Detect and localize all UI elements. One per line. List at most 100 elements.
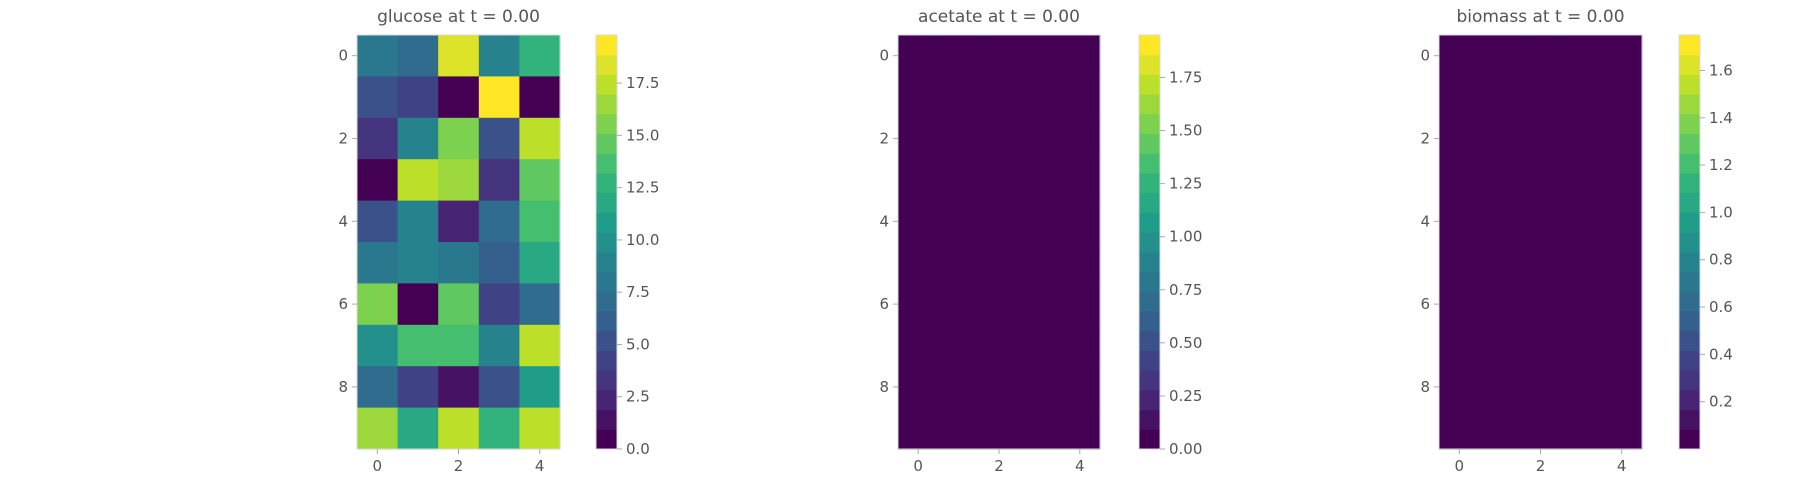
- colorbar-segment: [1139, 212, 1160, 233]
- heatmap-cell: [397, 76, 439, 119]
- colorbar-segment: [1139, 389, 1160, 411]
- heatmap-cell: [397, 366, 439, 409]
- colorbar-frame: [1138, 34, 1161, 450]
- heatmap-cell: [1439, 117, 1481, 160]
- heatmap-cell: [938, 76, 980, 119]
- colorbar-segment: [1679, 192, 1700, 213]
- heatmap-cell: [1479, 117, 1521, 160]
- colorbar-segment: [1679, 54, 1700, 75]
- colorbar-tick-label: 1.4: [1709, 109, 1733, 127]
- colorbar-segment: [1679, 94, 1700, 115]
- heatmap-cell: [1479, 35, 1521, 77]
- heatmap-cell: [978, 283, 1020, 326]
- y-tick-label: 4: [338, 212, 348, 230]
- colorbar-segment: [1139, 311, 1160, 332]
- colorbar-tick-label: 1.75: [1169, 68, 1202, 86]
- y-tick-label: 0: [338, 47, 348, 65]
- colorbar-tick-label: 17.5: [626, 74, 659, 92]
- heatmap-cells: [1439, 35, 1643, 450]
- heatmap-cell: [1560, 76, 1602, 119]
- heatmap-cells: [898, 35, 1101, 450]
- colorbar-tick-label: 0.25: [1169, 387, 1202, 405]
- heatmap-cell: [397, 283, 439, 326]
- colorbar-tick-label: 1.00: [1169, 228, 1202, 246]
- heatmap-cell: [1520, 35, 1562, 77]
- y-tick-label: 4: [1420, 212, 1430, 230]
- colorbar-tick-label: 1.6: [1709, 61, 1733, 79]
- heatmap-cell: [1059, 324, 1101, 367]
- heatmap-cell: [1520, 242, 1562, 284]
- y-tick-label: 8: [338, 378, 348, 396]
- heatmap-cell: [478, 242, 520, 284]
- heatmap-cell: [1560, 366, 1602, 409]
- heatmap-cell: [1520, 283, 1562, 326]
- heatmap-cell: [938, 159, 980, 202]
- heatmap-cell: [1439, 324, 1481, 367]
- y-tick-label: 0: [1420, 47, 1430, 65]
- colorbar-segment: [1139, 409, 1160, 430]
- colorbar-segment: [1679, 153, 1700, 174]
- colorbar-tick-label: 0.4: [1709, 345, 1733, 363]
- heatmap-cell: [898, 35, 939, 77]
- heatmap-cell: [1019, 159, 1061, 202]
- heatmap-cell: [519, 242, 561, 284]
- heatmap-cell: [1560, 35, 1602, 77]
- heatmap-cell: [357, 76, 399, 119]
- y-tick-label: 0: [879, 47, 889, 65]
- heatmap-cell: [357, 242, 399, 284]
- heatmap-cell: [438, 200, 480, 243]
- colorbar-segment: [1679, 232, 1700, 253]
- colorbar-segment: [1139, 291, 1160, 312]
- colorbar-segment: [1679, 370, 1700, 391]
- heatmap-cell: [898, 283, 939, 326]
- heatmap-cells: [357, 35, 561, 450]
- colorbar-segment: [1139, 153, 1160, 174]
- colorbar-segment: [596, 153, 617, 174]
- heatmap-cell: [938, 117, 980, 160]
- colorbar-segment: [596, 35, 617, 56]
- heatmap-panel-0: glucose at t = 0.00 0 2 4 6 8 0 2 4 0.0 2.5 5.0 7.5 1…: [338, 7, 659, 475]
- heatmap-cell: [357, 200, 399, 243]
- heatmap-cell: [1019, 366, 1061, 409]
- heatmap-cell: [898, 76, 939, 119]
- heatmap-cell: [1059, 159, 1101, 202]
- colorbar-segment: [1139, 94, 1160, 115]
- heatmap-cell: [357, 35, 399, 77]
- colorbar-segment: [596, 350, 617, 371]
- heatmap-cell: [1059, 35, 1101, 77]
- heatmap-cell: [1520, 324, 1562, 367]
- colorbar-segment: [1679, 409, 1700, 430]
- heatmap-cell: [1601, 35, 1643, 77]
- heatmap-cell: [519, 283, 561, 326]
- heatmap-cell: [478, 366, 520, 409]
- heatmap-cell: [898, 324, 939, 367]
- heatmap-cell: [1560, 159, 1602, 202]
- colorbar-segment: [596, 212, 617, 233]
- colorbar-segment: [596, 409, 617, 430]
- colorbar-tick-label: 10.0: [626, 231, 659, 249]
- heatmap-cell: [1059, 117, 1101, 160]
- heatmap-cell: [938, 366, 980, 409]
- heatmap-cell: [519, 366, 561, 409]
- colorbar-segment: [1139, 370, 1160, 391]
- heatmap-cell: [1479, 76, 1521, 119]
- heatmap-cell: [1019, 242, 1061, 284]
- heatmap-cell: [397, 159, 439, 202]
- heatmap-cell: [1019, 200, 1061, 243]
- x-tick-label: 4: [1075, 457, 1085, 475]
- heatmap-cell: [1019, 407, 1061, 450]
- heatmap-cell: [1479, 283, 1521, 326]
- y-tick-label: 6: [1420, 295, 1430, 313]
- chart-title: biomass at t = 0.00: [1456, 7, 1624, 27]
- colorbar-segment: [596, 232, 617, 253]
- colorbar-segment: [1679, 113, 1700, 135]
- x-tick-label: 0: [913, 457, 923, 475]
- colorbar-segment: [1679, 173, 1700, 194]
- x-tick-label: 0: [1455, 457, 1465, 475]
- heatmap-cell: [478, 407, 520, 450]
- heatmap-cell: [438, 283, 480, 326]
- heatmap-cell: [938, 35, 980, 77]
- colorbar-segment: [1139, 271, 1160, 292]
- colorbar-segment: [1679, 311, 1700, 332]
